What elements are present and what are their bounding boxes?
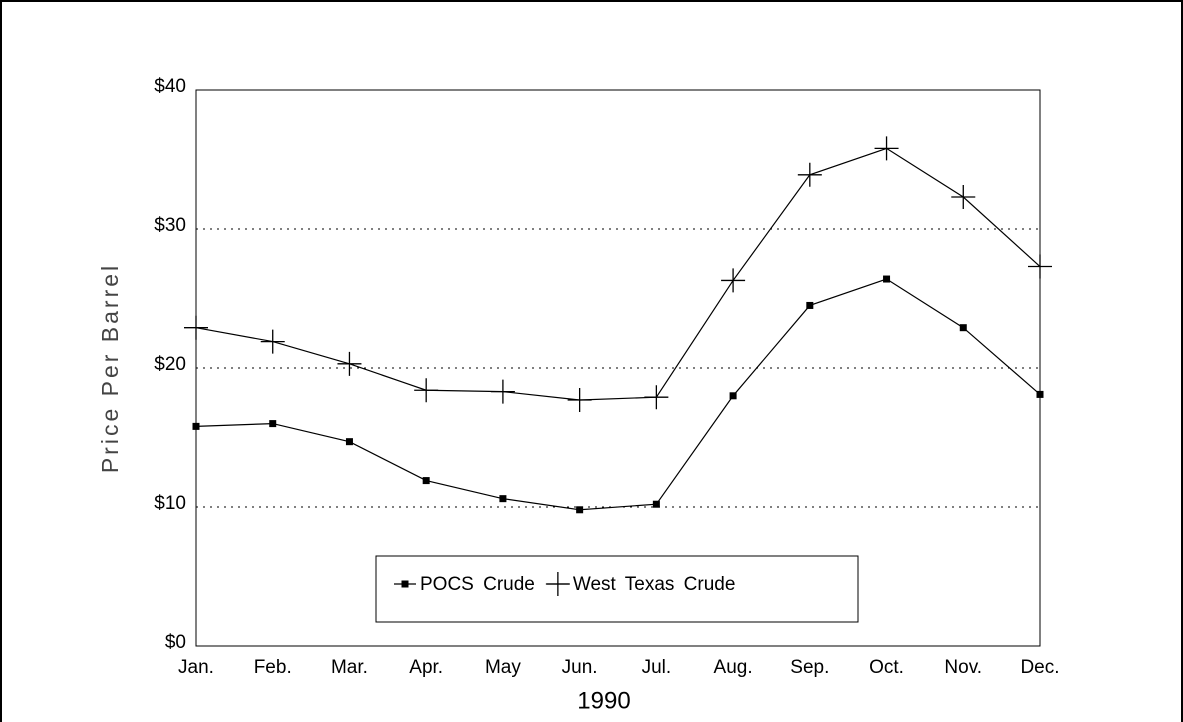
legend: POCS Crude West Texas Crude bbox=[375, 555, 859, 623]
point-marker bbox=[567, 387, 592, 412]
point-marker bbox=[337, 351, 362, 376]
point-marker bbox=[414, 378, 439, 403]
x-tick-label: Feb. bbox=[254, 657, 292, 678]
x-tick-label: Nov. bbox=[944, 657, 982, 678]
point-marker bbox=[192, 422, 200, 430]
series-line bbox=[195, 147, 1041, 401]
series-line bbox=[195, 278, 1041, 511]
y-axis-label: Price Per Barrel bbox=[97, 263, 123, 473]
point-marker bbox=[576, 506, 584, 514]
point-marker bbox=[269, 420, 277, 428]
x-tick-label: Mar. bbox=[331, 657, 368, 678]
point-marker bbox=[652, 500, 660, 508]
point-marker bbox=[883, 275, 891, 283]
point-marker bbox=[422, 477, 430, 485]
y-tick-label: $40 bbox=[154, 76, 186, 97]
point-marker bbox=[644, 385, 669, 410]
legend-box bbox=[375, 555, 859, 623]
y-tick-label: $10 bbox=[154, 493, 186, 514]
point-marker bbox=[874, 136, 899, 161]
y-tick-label: $0 bbox=[165, 632, 186, 653]
x-tick-label: Dec. bbox=[1020, 657, 1059, 678]
x-tick-label: Oct. bbox=[869, 657, 904, 678]
legend-label: West Texas Crude bbox=[573, 574, 736, 595]
x-tick-label: Sep. bbox=[790, 657, 829, 678]
x-tick-label: Jan. bbox=[178, 657, 214, 678]
y-tick-label: $30 bbox=[154, 215, 186, 236]
point-marker bbox=[401, 580, 409, 588]
x-tick-label: Jun. bbox=[562, 657, 598, 678]
point-marker bbox=[1036, 390, 1044, 398]
point-marker bbox=[490, 379, 515, 404]
point-marker bbox=[499, 495, 507, 503]
point-marker bbox=[721, 268, 746, 293]
point-marker bbox=[1028, 254, 1052, 279]
point-marker bbox=[959, 324, 967, 332]
x-tick-label: May bbox=[485, 657, 521, 678]
point-marker bbox=[729, 392, 737, 400]
x-tick-label: Aug. bbox=[714, 657, 753, 678]
x-tick-label: Apr. bbox=[409, 657, 443, 678]
point-marker bbox=[184, 315, 208, 340]
point-marker bbox=[797, 162, 822, 187]
point-marker bbox=[260, 329, 285, 354]
point-marker bbox=[806, 301, 814, 309]
x-axis-label: 1990 bbox=[577, 687, 630, 714]
y-tick-label: $20 bbox=[154, 354, 186, 375]
x-tick-label: Jul. bbox=[642, 657, 672, 678]
legend-label: POCS Crude bbox=[420, 574, 535, 595]
point-marker bbox=[951, 185, 976, 210]
point-marker bbox=[345, 438, 353, 446]
point-marker bbox=[545, 572, 570, 596]
